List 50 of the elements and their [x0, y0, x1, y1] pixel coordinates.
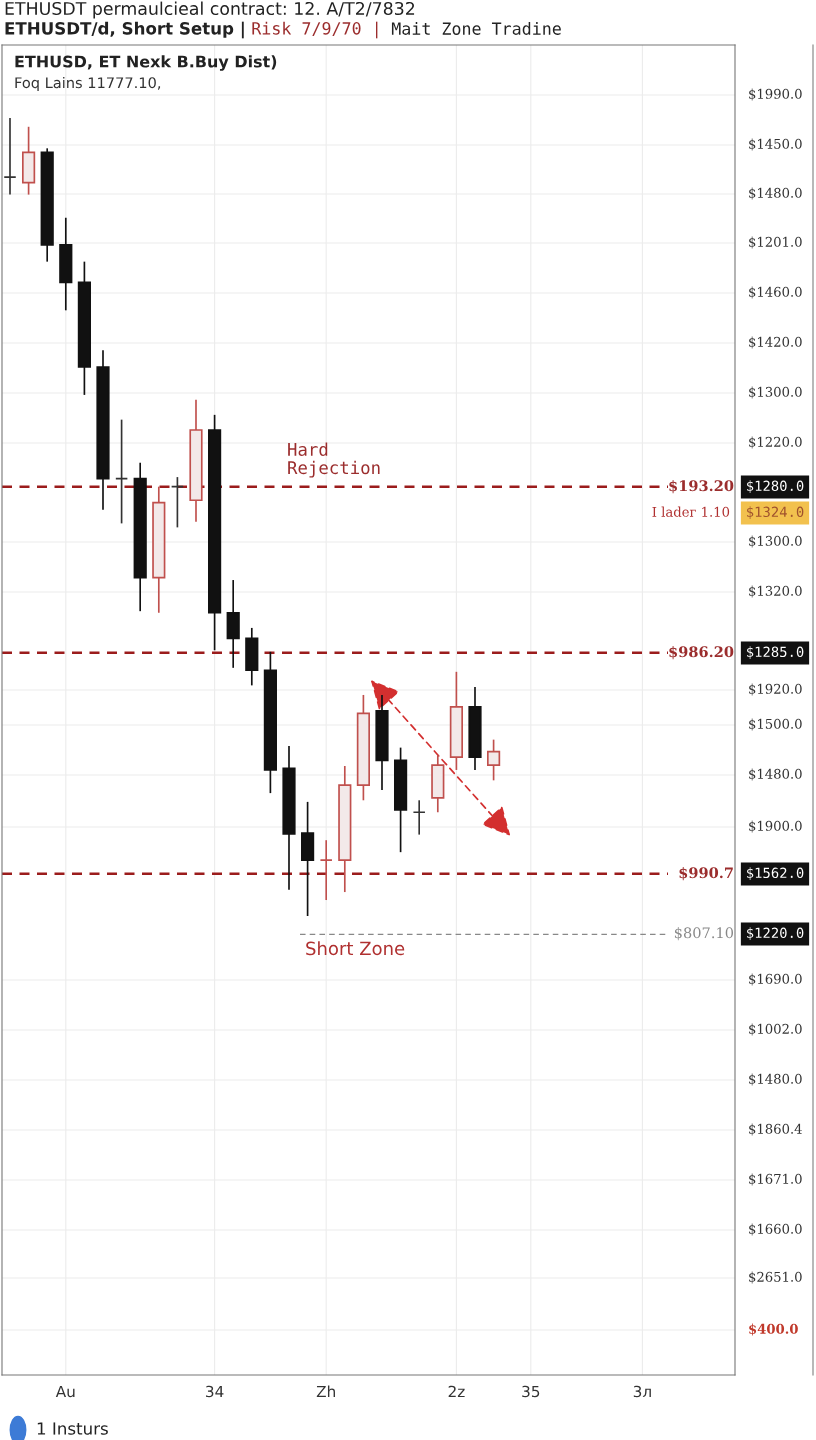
text: $1480.0: [749, 187, 802, 200]
text: $2651.0: [749, 1271, 802, 1284]
candlestick: [319, 839, 333, 901]
text: Foq Lains 11777.10,: [15, 76, 161, 92]
text: $1002.0: [749, 1023, 802, 1036]
x-tick-label: 2z: [448, 1385, 465, 1398]
annotation: I ladeг 1.10: [652, 506, 730, 517]
text: $1201.0: [749, 236, 802, 249]
text: $1285.0: [747, 646, 804, 659]
candlestick: [3, 117, 17, 196]
candlestick: [114, 418, 129, 525]
text: $1860.4: [749, 1123, 802, 1136]
text: $807.10: [674, 926, 734, 941]
x-tick-label: 35: [522, 1385, 540, 1398]
text: $1660.0: [749, 1223, 802, 1236]
chart-subtitle: ETHUSDT/d, Short Setup | Risk 7/9/70 | Mait Zone Tradine: [5, 21, 561, 39]
x-tick-label: 34: [206, 1385, 224, 1398]
text: $1562.0: [747, 867, 804, 880]
annotation: $986.20: [669, 645, 734, 660]
text: 1 Insturs: [37, 1422, 108, 1435]
candlestick: [170, 476, 184, 529]
text: $1280.0: [747, 480, 804, 493]
annotation: $193.20: [669, 479, 734, 494]
text: ETHUSD, ET Nexk B.Buy Dist): [15, 55, 277, 71]
text: $1920.0: [749, 683, 802, 696]
text: $1300.0: [749, 386, 802, 399]
text: $1450.0: [749, 138, 802, 151]
x-tick-label: Zh: [316, 1385, 335, 1398]
chart-title: ETHUSDT permaulcieal contract: 12. A/T2/7832: [5, 1, 415, 19]
text: $1900.0: [749, 820, 802, 833]
text: $1220.0: [749, 436, 802, 449]
candlestick: [412, 799, 426, 836]
annotation: $990.7: [679, 866, 733, 881]
text: $1500.0: [749, 718, 802, 731]
text: $1460.0: [749, 286, 802, 299]
text: $1480.0: [749, 1073, 802, 1086]
annotation: Hard Rejection: [288, 442, 380, 478]
text: $1690.0: [749, 973, 802, 986]
text: $1220.0: [747, 927, 804, 940]
text: $1420.0: [749, 336, 802, 349]
x-tick-label: Au: [55, 1385, 75, 1398]
text: Short Zone: [306, 941, 405, 956]
text: $1990.0: [749, 88, 802, 101]
text: $1300.0: [749, 535, 802, 548]
x-tick-label: 3л: [633, 1385, 651, 1398]
text: $1320.0: [749, 585, 802, 598]
text: $1671.0: [749, 1173, 802, 1186]
text: $400.0: [749, 1323, 798, 1336]
text: $1324.0: [747, 506, 804, 519]
text: $1480.0: [749, 768, 802, 781]
